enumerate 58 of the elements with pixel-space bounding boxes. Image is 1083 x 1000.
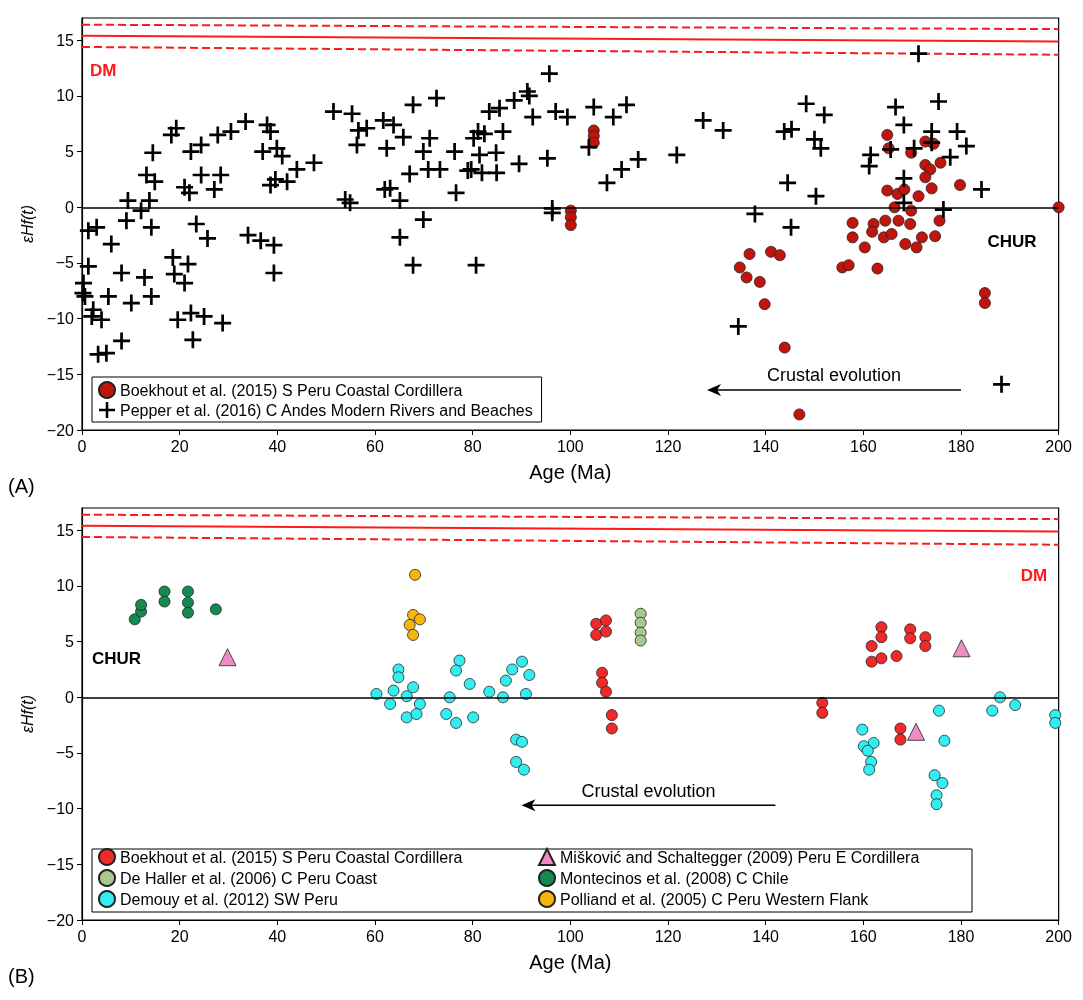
x-tick-label: 80 (463, 437, 482, 455)
legend-label: Mišković and Schaltegger (2009) Peru E Cordillera (560, 848, 920, 866)
series-label: DM (90, 60, 117, 80)
y-tick-label: −10 (46, 310, 75, 328)
y-tick-label: −5 (55, 744, 75, 762)
x-tick-label: 160 (849, 927, 877, 945)
text: (B) (8, 965, 35, 987)
x-tick-label: 120 (654, 437, 682, 455)
y-tick-label: 15 (56, 521, 75, 539)
legend-label: De Haller et al. (2006) C Peru Coast (120, 869, 378, 887)
y-tick-label: 5 (65, 143, 75, 161)
legend-label: Demouy et al. (2012) SW Peru (120, 890, 338, 908)
y-tick-label: 0 (65, 688, 75, 706)
ref-line-label: CHUR (92, 649, 142, 669)
x-tick-label: 100 (556, 437, 584, 455)
x-tick-label: 100 (556, 927, 584, 945)
legend-label: Montecinos et al. (2008) C Chile (560, 869, 789, 887)
x-tick-label: 160 (849, 437, 877, 455)
x-tick-label: 20 (170, 927, 189, 945)
annotation: Crustal evolution (581, 780, 716, 801)
x-tick-label: 200 (1045, 437, 1073, 455)
legend-label: Pepper et al. (2016) C Andes Modern Rivers and Beaches (120, 401, 533, 419)
x-tick-label: 140 (752, 437, 780, 455)
x-tick-label: 40 (268, 437, 287, 455)
x-tick-label: 60 (366, 437, 384, 455)
x-tick-label: 180 (947, 927, 975, 945)
x-tick-label: 120 (654, 927, 682, 945)
text: DM (1020, 566, 1048, 586)
legend-label: Polliand et al. (2005) C Peru Western Flank (560, 890, 870, 908)
text: (A) (8, 475, 35, 497)
x-tick-label: 80 (463, 927, 482, 945)
legend-label: Boekhout et al. (2015) S Peru Coastal Cordillera (120, 848, 463, 866)
y-tick-label: −15 (46, 855, 75, 873)
y-axis-title: εHf(t) (19, 694, 37, 734)
legend-label: Boekhout et al. (2015) S Peru Coastal Cordillera (120, 381, 463, 399)
y-tick-label: 15 (56, 31, 75, 49)
y-tick-label: −5 (55, 254, 75, 272)
y-tick-label: −15 (46, 365, 75, 383)
x-tick-label: 140 (752, 927, 780, 945)
x-axis-title: Age (Ma) (529, 461, 612, 483)
y-axis-title: εHf(t) (19, 204, 37, 244)
y-tick-label: 10 (56, 87, 75, 105)
y-tick-label: 10 (56, 577, 75, 595)
x-tick-label: 0 (77, 437, 87, 455)
annotation: Crustal evolution (766, 365, 902, 386)
y-tick-label: −10 (46, 800, 75, 818)
y-tick-label: 0 (65, 198, 75, 216)
x-tick-label: 40 (268, 927, 287, 945)
x-tick-label: 180 (947, 437, 975, 455)
x-tick-label: 20 (170, 437, 189, 455)
y-tick-label: −20 (46, 421, 75, 439)
ref-line-label: CHUR (987, 232, 1037, 252)
x-axis-title: Age (Ma) (529, 951, 612, 973)
y-tick-label: −20 (46, 911, 75, 929)
y-tick-label: 5 (65, 633, 75, 651)
x-tick-label: 60 (366, 927, 384, 945)
x-tick-label: 0 (77, 927, 87, 945)
x-tick-label: 200 (1045, 927, 1073, 945)
